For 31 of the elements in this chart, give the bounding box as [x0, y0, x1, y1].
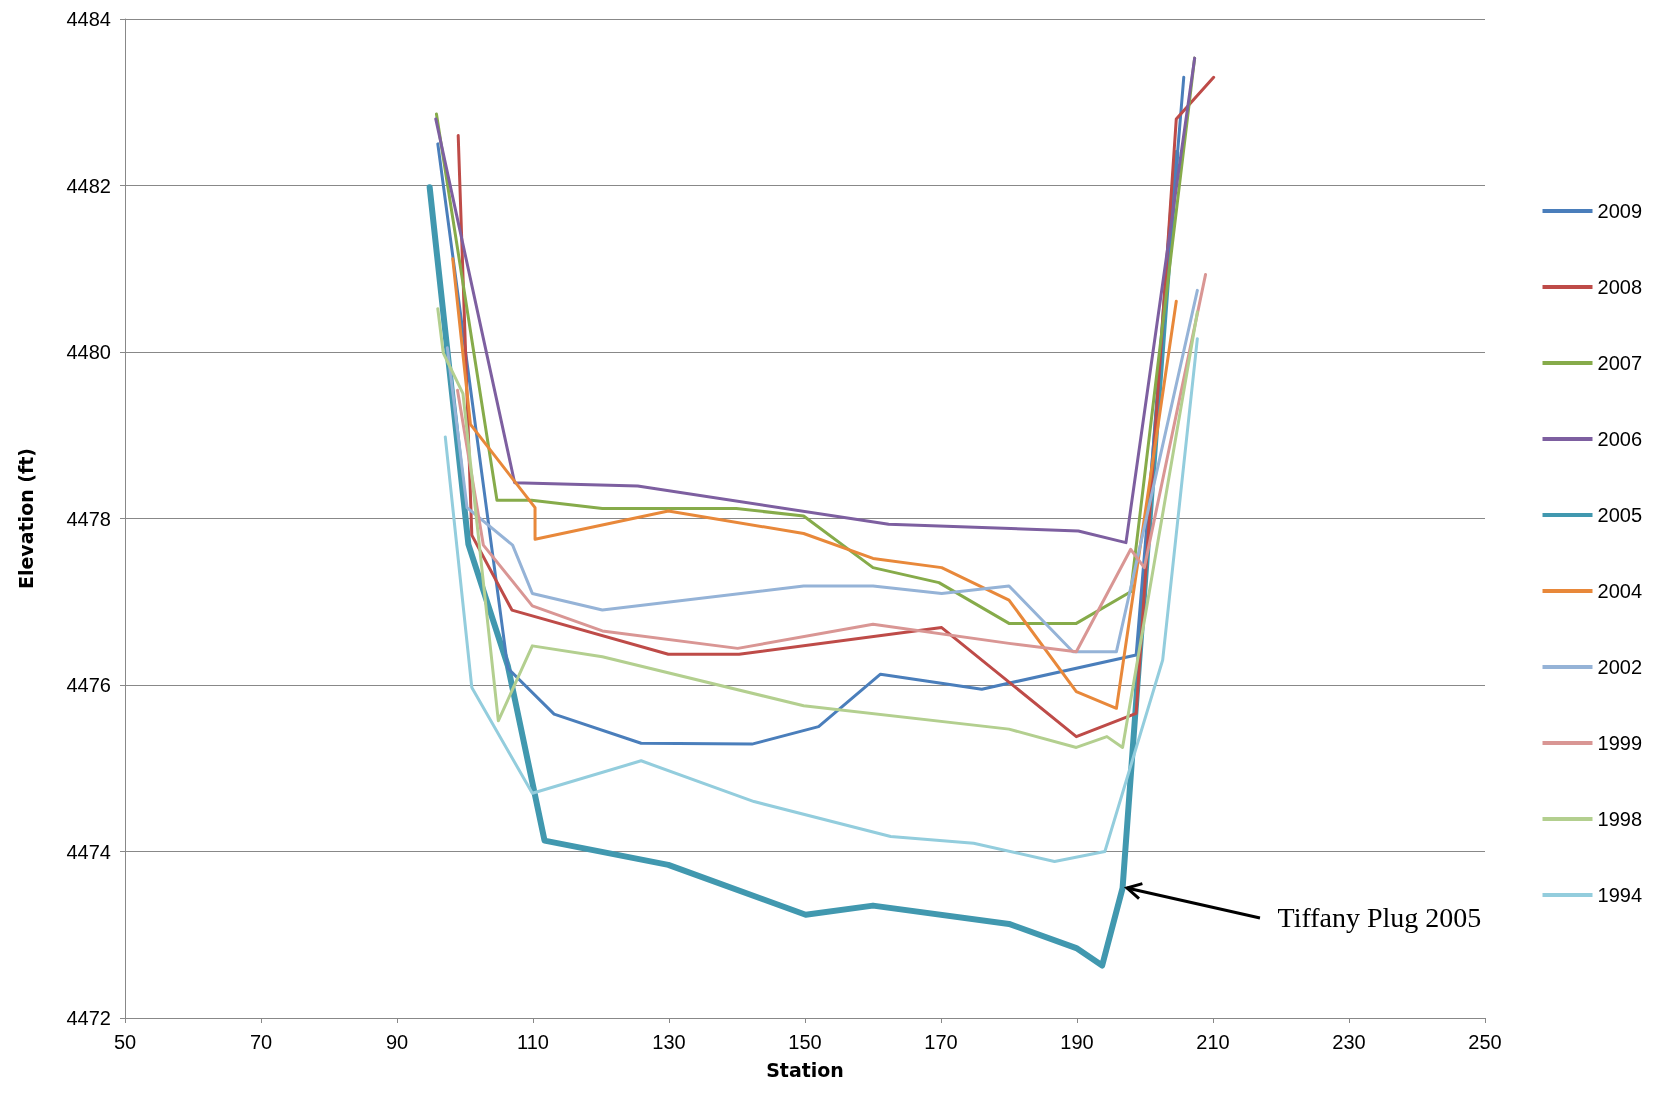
legend-label: 2002 [1597, 656, 1643, 678]
y-tick-label: 4484 [66, 8, 111, 30]
x-tick-label: 190 [1060, 1031, 1094, 1053]
y-tick-label: 4474 [66, 840, 111, 863]
legend-label: 2008 [1597, 276, 1643, 298]
y-tick-label: 4478 [66, 507, 111, 530]
x-tick-label: 50 [113, 1031, 137, 1053]
legend-label: 2006 [1597, 428, 1643, 450]
y-tick-label: 4482 [66, 174, 111, 197]
legend-label: 2007 [1597, 352, 1643, 374]
legend-label: 1999 [1597, 732, 1643, 754]
y-tick-label: 4476 [66, 674, 111, 696]
x-tick-label: 230 [1332, 1031, 1366, 1053]
x-tick-label: 150 [788, 1031, 822, 1053]
x-tick-label: 90 [385, 1031, 409, 1053]
x-tick-label: 70 [249, 1031, 273, 1053]
x-tick-label: 130 [652, 1031, 686, 1053]
x-tick-label: 170 [924, 1031, 958, 1053]
legend-label: 2004 [1597, 580, 1643, 602]
x-axis-title: Station [766, 1058, 844, 1081]
y-axis-title: Elevation (ft) [14, 447, 37, 590]
legend-label: 1994 [1597, 884, 1643, 906]
x-tick-label: 210 [1196, 1031, 1230, 1053]
legend-label: 1998 [1597, 808, 1643, 830]
legend-label: 2009 [1597, 200, 1643, 222]
y-tick-label: 4480 [66, 341, 111, 363]
y-tick-label: 4472 [66, 1007, 111, 1029]
legend-label: 2005 [1597, 504, 1643, 526]
annotation: Tiffany Plug 2005 [1277, 902, 1482, 935]
x-tick-label: 110 [517, 1031, 549, 1053]
x-tick-label: 250 [1468, 1031, 1502, 1053]
